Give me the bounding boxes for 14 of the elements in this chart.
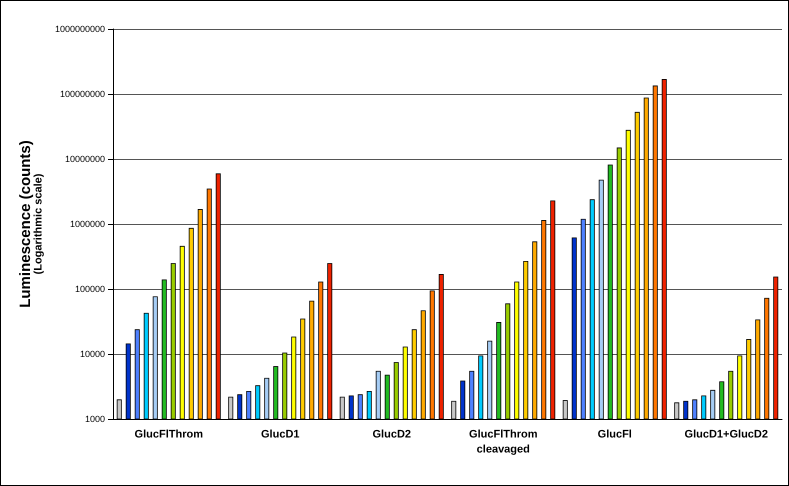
y-tick-label: 10000 [80,349,105,359]
y-axis-title: Luminescence (counts) (Logarithmic scale) [17,140,45,308]
y-tick-label: 1000000000 [54,24,105,34]
y-tick-label: 1000000 [70,219,105,229]
y-tick-label: 100000000 [60,89,105,99]
x-tick-label: GlucD1+GlucD2 [684,428,768,440]
x-tick-label: GlucFlThrom cleavaged [469,428,538,456]
y-tick-label: 1000 [84,414,105,424]
y-tick-label: 100000 [74,284,105,294]
x-tick-label: GlucFl [598,428,632,440]
x-tick-label: GlucFlThrom [134,428,204,440]
x-tick-label: GlucD2 [372,428,412,440]
y-tick-label: 10000000 [64,154,105,164]
x-tick-label: GlucD1 [260,428,300,440]
